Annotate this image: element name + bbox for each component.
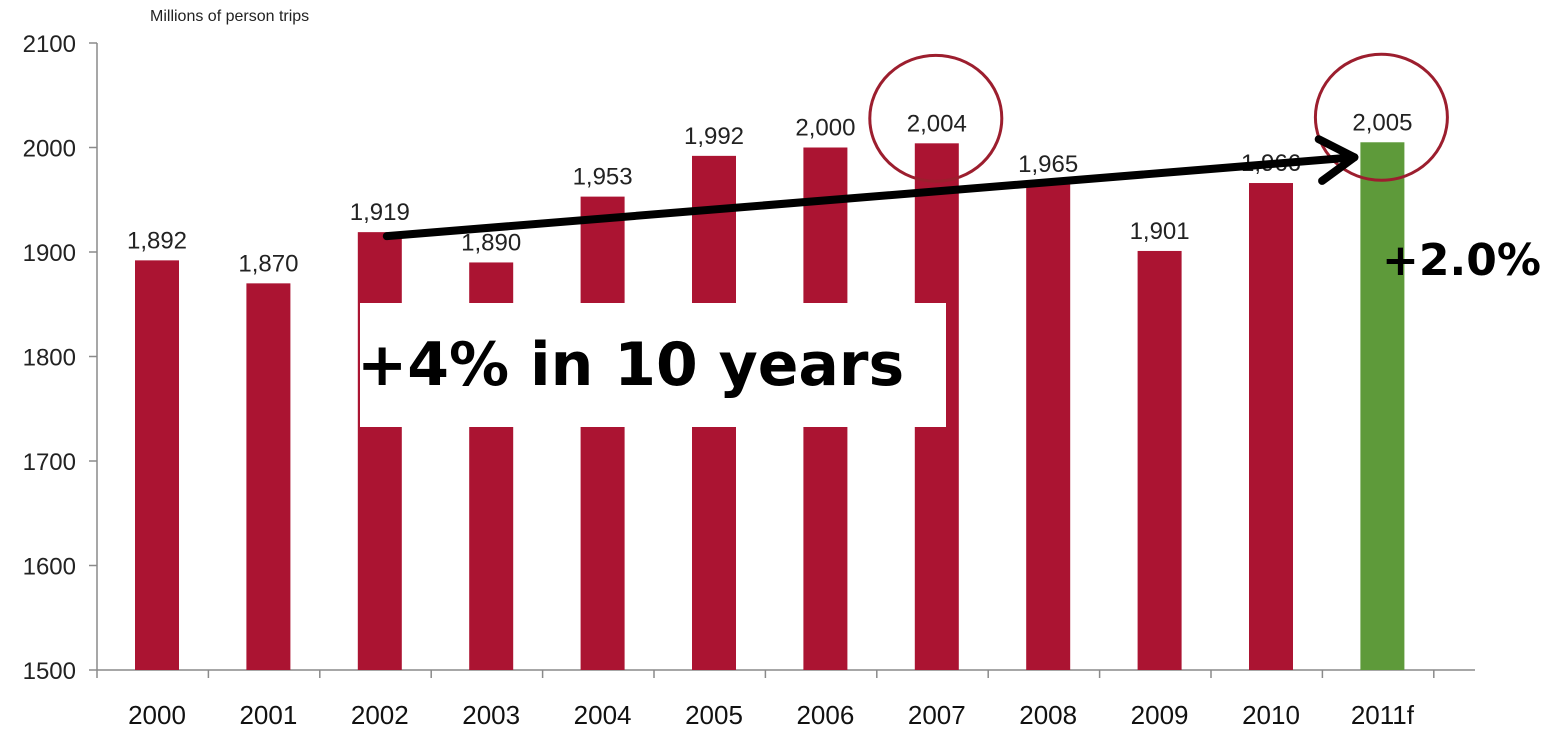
data-labels: 1,892 1,870 1,919 1,890 1,953 1,992 2,000 2,004… [127,109,1412,277]
growth-2011-label: +2.0% [1382,235,1541,286]
bars [135,142,1405,671]
y-tick-labels: 1500 1600 1700 1800 1900 2000 2100 [23,31,76,685]
x-tick-label-2001: 2001 [239,700,297,729]
x-tick-label-2008: 2008 [1019,700,1077,729]
bar-2001 [246,283,291,670]
y-tick-label: 1600 [23,554,76,581]
data-label-2004: 1,953 [573,164,633,191]
y-axis-title: Millions of person trips [150,8,310,25]
y-tick-label: 1500 [23,658,76,685]
x-tick-label-2000: 2000 [128,700,186,729]
growth-10-years-callout: +4% in 10 years [357,330,905,400]
bar-2000 [135,260,179,670]
data-label-2001: 1,870 [238,250,298,277]
x-tick-label-2011f: 2011f [1351,700,1415,729]
data-label-2002: 1,919 [350,199,410,226]
x-tick-label-2002: 2002 [351,700,409,729]
y-tick-label: 1900 [23,240,76,267]
bar-2004 [580,196,625,671]
x-tick-label-2007: 2007 [908,700,966,729]
x-tick-labels: 2000 2001 2002 2003 2004 2005 2006 2007 2008 2009… [128,700,1415,729]
bar-2011f [1360,142,1405,670]
data-label-2003: 1,890 [461,229,521,256]
data-label-2008: 1,965 [1018,151,1078,178]
trend-arrow-line [382,153,1359,241]
x-tick-label-2003: 2003 [462,700,520,729]
x-tick-label-2006: 2006 [796,700,854,729]
x-tick-label-2004: 2004 [574,700,632,729]
x-tick-label-2009: 2009 [1131,700,1189,729]
trend-arrow-head [1314,135,1359,185]
y-tick-label: 1800 [23,345,76,372]
highlight-circle-2007 [868,53,1004,183]
y-tick-label: 2000 [23,136,76,163]
x-tick-label-2005: 2005 [685,700,743,729]
data-label-2009: 1,901 [1130,218,1190,245]
axes [89,42,1475,678]
y-tick-label: 2100 [23,31,76,58]
highlight-circle-2011f [1313,52,1449,182]
data-label-2011f: 2,005 [1352,109,1412,136]
data-label-2000: 1,892 [127,227,187,254]
bar-2002 [357,232,402,670]
x-tick-label-2010: 2010 [1242,700,1300,729]
callout-background [360,303,946,427]
data-label-2005: 1,992 [684,123,744,150]
overlays [382,52,1449,241]
bar-2008 [1026,184,1071,670]
bar-2009 [1137,250,1182,670]
bar-2010 [1249,183,1293,670]
data-label-2007: 2,004 [907,110,967,137]
y-tick-label: 1700 [23,449,76,476]
data-label-2006: 2,000 [795,115,855,142]
